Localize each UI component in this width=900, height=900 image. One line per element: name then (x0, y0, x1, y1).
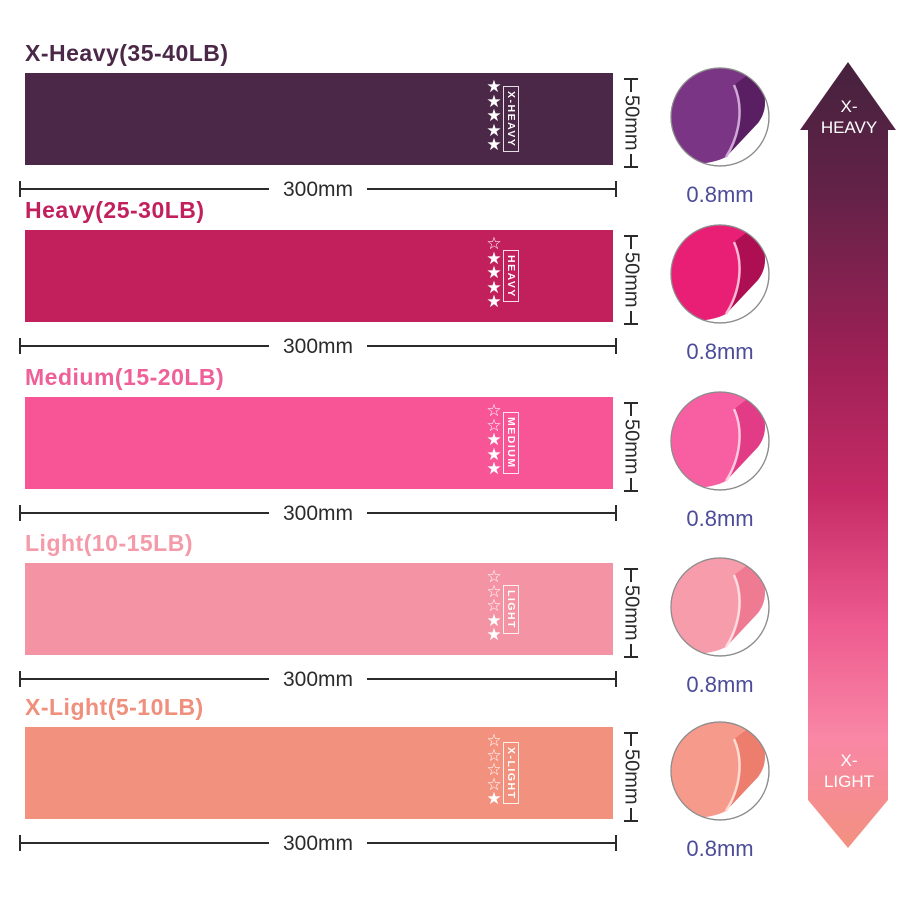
band-group-heavy: Heavy(25-30LB) ☆★★★★ HEAVY 50mm 300mm (0, 195, 900, 364)
folded-band-photo (668, 719, 772, 823)
length-dimension: 300mm (19, 502, 617, 526)
band-tag-label: LIGHT (503, 584, 519, 634)
band-fold-inner-face (726, 230, 765, 314)
band-swatch: ☆★★★★ HEAVY (25, 230, 613, 322)
height-dimension: 50mm (620, 732, 643, 823)
band-fold-inner-face (726, 73, 765, 157)
band-tag-label: X-HEAVY (503, 85, 519, 153)
thickness-label: 0.8mm (686, 339, 754, 364)
height-dimension: 50mm (620, 568, 643, 659)
band-fold-highlight (724, 574, 741, 648)
folded-band-photo (668, 65, 772, 169)
star-rating: ☆☆☆★★ (486, 567, 502, 644)
height-dimension-label: 50mm (620, 95, 643, 151)
band-title: Heavy(25-30LB) (25, 197, 205, 223)
band-swatch: ☆☆☆☆★ X-LIGHT (25, 727, 613, 819)
thickness-label: 0.8mm (686, 182, 754, 207)
band-fold-highlight (724, 241, 741, 315)
band-fold-inner-face (726, 563, 765, 647)
band-fold-inner-face (726, 397, 765, 481)
folded-band-photo (668, 555, 772, 659)
length-dimension-label: 300mm (268, 502, 368, 526)
height-dimension-label: 50mm (620, 585, 643, 641)
band-swatch: ☆☆☆★★ LIGHT (25, 563, 613, 655)
band-group-medium: Medium(15-20LB) ☆☆★★★ MEDIUM 50mm 300mm (0, 362, 900, 531)
band-fold-highlight (724, 84, 741, 158)
length-dimension: 300mm (19, 668, 617, 692)
arrow-shape (800, 62, 896, 848)
height-dimension: 50mm (620, 235, 643, 326)
band-swatch: ☆☆★★★ MEDIUM (25, 397, 613, 489)
band-fold-highlight (724, 738, 741, 812)
band-swatch: ★★★★★ X-HEAVY (25, 73, 613, 165)
arrow-bottom-label: X- LIGHT (823, 751, 875, 791)
band-title: X-Heavy(35-40LB) (25, 40, 229, 66)
band-fold-inner-face (726, 727, 765, 811)
length-dimension-label: 300mm (268, 832, 368, 856)
height-dimension: 50mm (620, 402, 643, 493)
band-tag-label: HEAVY (503, 249, 519, 303)
star-rating: ☆☆★★★ (486, 401, 502, 478)
band-tag-label: X-LIGHT (503, 741, 519, 805)
thickness-label: 0.8mm (686, 836, 754, 861)
length-dimension: 300mm (19, 832, 617, 856)
band-title: Medium(15-20LB) (25, 364, 225, 390)
height-dimension-label: 50mm (620, 252, 643, 308)
band-group-x-heavy: X-Heavy(35-40LB) ★★★★★ X-HEAVY 50mm 300m… (0, 38, 900, 207)
band-tag-label: MEDIUM (503, 412, 519, 474)
length-dimension-label: 300mm (268, 668, 368, 692)
band-title: X-Light(5-10LB) (25, 694, 204, 720)
height-dimension-label: 50mm (620, 749, 643, 805)
height-dimension: 50mm (620, 78, 643, 169)
thickness-label: 0.8mm (686, 672, 754, 697)
band-group-light: Light(10-15LB) ☆☆☆★★ LIGHT 50mm 300mm (0, 528, 900, 697)
length-dimension: 300mm (19, 335, 617, 359)
band-fold-highlight (724, 408, 741, 482)
length-dimension-label: 300mm (268, 335, 368, 359)
length-dimension-label: 300mm (268, 178, 368, 202)
folded-band-photo (668, 389, 772, 493)
height-dimension-label: 50mm (620, 419, 643, 475)
band-group-x-light: X-Light(5-10LB) ☆☆☆☆★ X-LIGHT 50mm 300mm (0, 692, 900, 861)
arrow-top-label: X- HEAVY (820, 97, 878, 137)
star-rating: ★★★★★ (486, 77, 502, 154)
thickness-label: 0.8mm (686, 506, 754, 531)
length-dimension: 300mm (19, 178, 617, 202)
star-rating: ☆☆☆☆★ (486, 731, 502, 808)
band-title: Light(10-15LB) (25, 530, 193, 556)
resistance-scale-arrow (800, 62, 896, 848)
star-rating: ☆★★★★ (486, 234, 502, 311)
folded-band-photo (668, 222, 772, 326)
